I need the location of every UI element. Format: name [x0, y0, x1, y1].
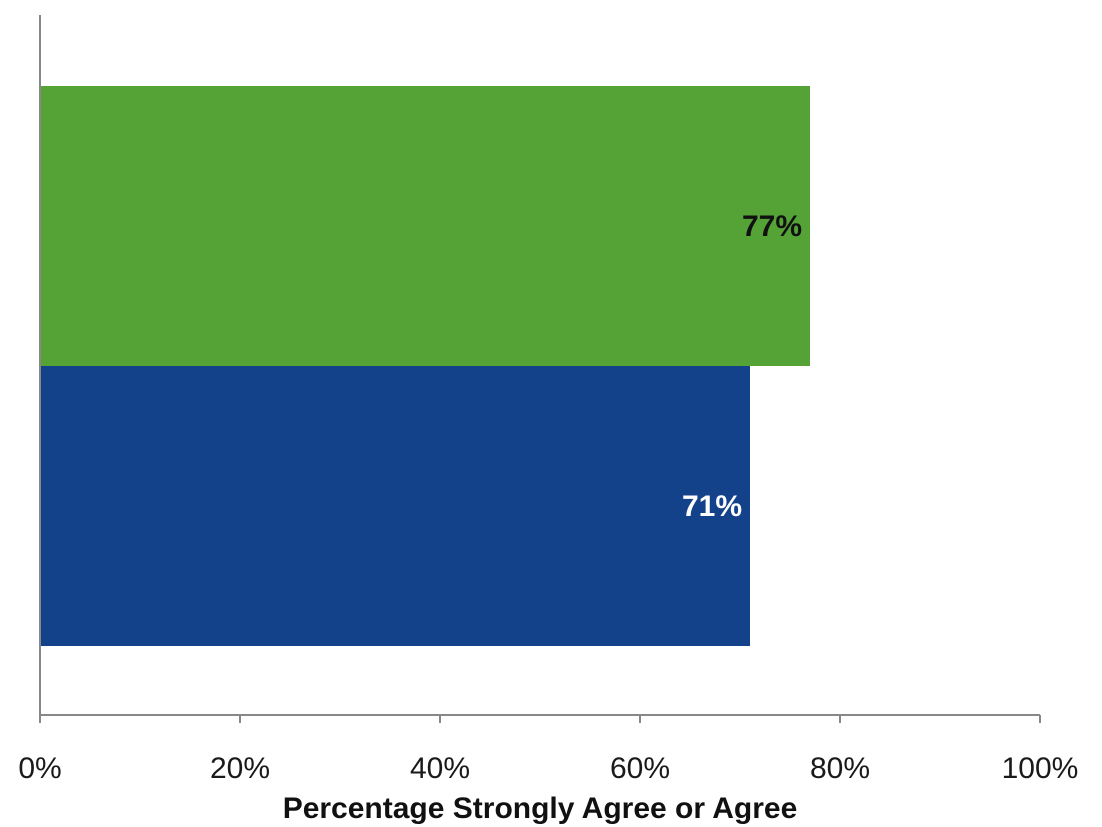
- bar-2: [40, 366, 750, 646]
- x-tick-label: 80%: [810, 752, 870, 785]
- bar-1-data-label: 77%: [742, 210, 802, 243]
- x-tick-label: 60%: [610, 752, 670, 785]
- x-tick-label: 0%: [18, 752, 61, 785]
- bar-1: [40, 86, 810, 366]
- x-axis-title: Percentage Strongly Agree or Agree: [283, 792, 798, 825]
- x-axis-tick-labels: 0% 20% 40% 60% 80% 100%: [18, 752, 1078, 785]
- x-tick-label: 20%: [210, 752, 270, 785]
- x-tick-label: 40%: [410, 752, 470, 785]
- x-tick-label: 100%: [1002, 752, 1079, 785]
- bar-2-data-label: 71%: [682, 490, 742, 523]
- bars-group: [40, 86, 810, 646]
- x-axis-ticks: [40, 715, 1040, 723]
